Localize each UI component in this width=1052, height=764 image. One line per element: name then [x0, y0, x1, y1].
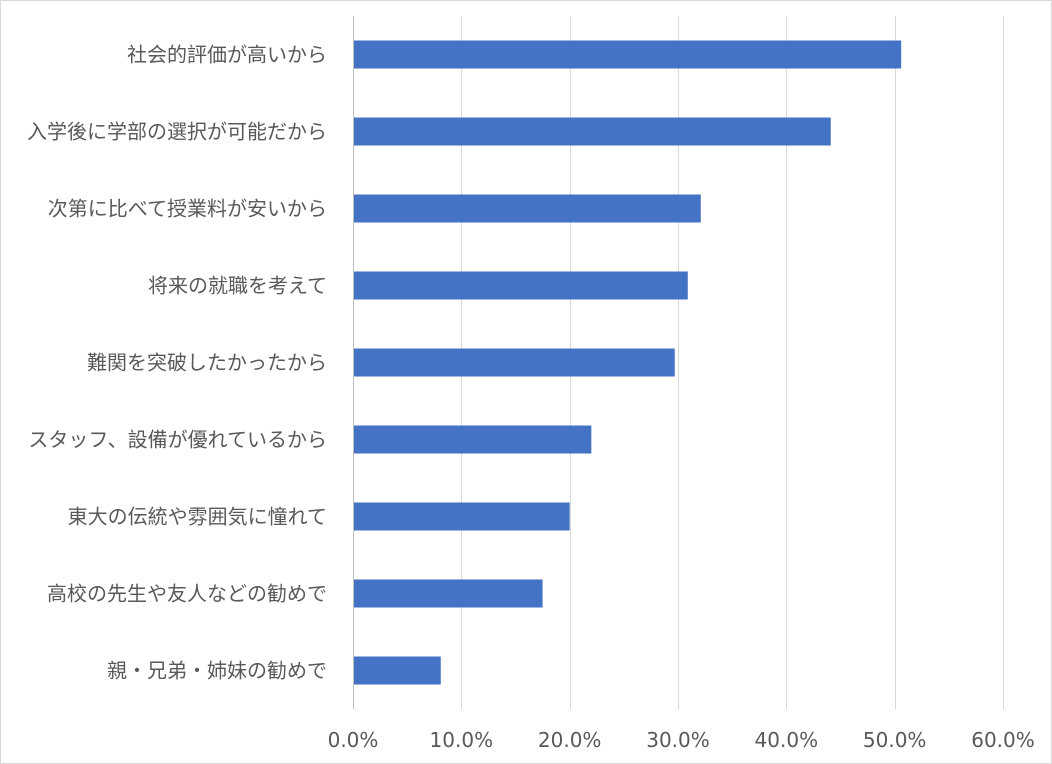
x-tick-label: 0.0%	[328, 728, 379, 752]
category-label: 次第に比べて授業料が安いから	[48, 197, 327, 221]
bar	[354, 579, 543, 608]
bar	[354, 656, 441, 685]
bar	[354, 194, 701, 223]
category-labels: 社会的評価が高いから入学後に学部の選択が可能だから次第に比べて授業料が安いから将…	[27, 43, 327, 683]
category-label: 親・兄弟・姉妹の勧めで	[107, 659, 327, 683]
x-tick-label: 60.0%	[971, 728, 1035, 752]
category-label: 将来の就職を考えて	[148, 274, 327, 298]
bar	[354, 502, 570, 531]
bar	[354, 271, 688, 300]
x-tick-label: 40.0%	[755, 728, 819, 752]
category-label: 難関を突破したかったから	[87, 351, 327, 375]
x-tick-label: 20.0%	[538, 728, 602, 752]
bars	[354, 40, 902, 685]
x-tick-label: 10.0%	[430, 728, 494, 752]
category-label: スタッフ、設備が優れているから	[28, 428, 327, 452]
bar	[354, 425, 592, 454]
category-label: 東大の伝統や雰囲気に憧れて	[68, 505, 327, 529]
category-label: 社会的評価が高いから	[127, 43, 327, 67]
bar	[354, 117, 831, 146]
x-tick-label: 30.0%	[646, 728, 710, 752]
category-label: 入学後に学部の選択が可能だから	[27, 120, 327, 144]
x-tick-label: 50.0%	[863, 728, 927, 752]
bar	[354, 40, 902, 69]
category-label: 高校の先生や友人などの勧めで	[47, 582, 327, 606]
x-tick-labels: 0.0% 10.0% 20.0% 30.0% 40.0% 50.0% 60.0%	[328, 728, 1035, 752]
bar	[354, 348, 675, 377]
